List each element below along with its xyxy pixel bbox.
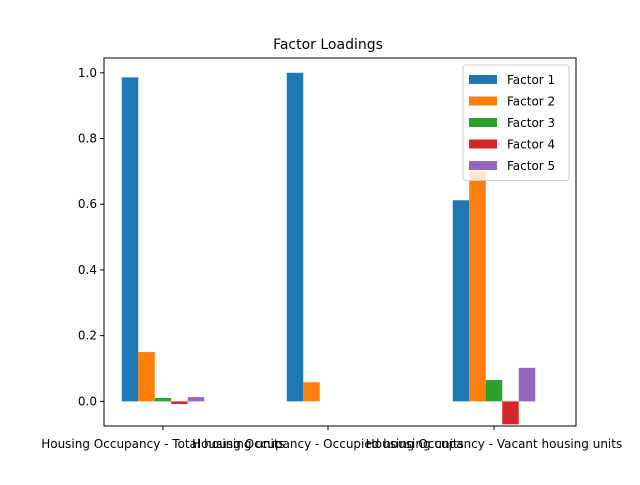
bar-factor-3-1 <box>154 398 172 402</box>
bar-factor-5-3 <box>518 367 536 402</box>
bar-factor-2-3 <box>469 171 486 402</box>
legend-swatch <box>469 139 497 149</box>
x-tick-label: Housing Occupancy - Total housing units <box>41 437 285 451</box>
bar-factor-3-3 <box>485 380 503 402</box>
bar-factor-2-2 <box>303 382 320 402</box>
legend-swatch <box>469 75 497 84</box>
x-tick-label: Housing Occupancy - Occupied housing uni… <box>192 437 464 451</box>
legend-label: Factor 3 <box>507 116 555 130</box>
y-tick-label: 0.8 <box>78 132 97 146</box>
y-tick-label: 0.2 <box>78 329 97 343</box>
bar-factor-1-1 <box>121 77 139 402</box>
y-tick-label: 0.0 <box>78 394 97 408</box>
bar-factor-4-1 <box>171 401 188 404</box>
bar-factor-2-1 <box>138 352 155 402</box>
bar-factor-5-1 <box>187 397 205 402</box>
legend-swatch <box>469 118 497 127</box>
y-tick-label: 1.0 <box>78 66 97 80</box>
legend-swatch <box>469 96 497 106</box>
bar-factor-4-3 <box>502 401 519 425</box>
y-tick-label: 0.6 <box>78 197 97 211</box>
legend-swatch <box>469 161 497 170</box>
y-axis: 0.0 0.2 0.4 0.6 0.8 1.0 <box>78 66 104 408</box>
bar-group <box>121 72 536 425</box>
legend-label: Factor 5 <box>507 159 555 173</box>
legend-label: Factor 1 <box>507 73 555 87</box>
plot-frame <box>103 57 577 427</box>
bar-factor-1-2 <box>286 72 304 402</box>
y-tick-label: 0.4 <box>78 263 97 277</box>
legend-label: Factor 4 <box>507 138 555 152</box>
chart-title: Factor Loadings <box>273 37 383 53</box>
legend: Factor 1 Factor 2 Factor 3 Factor 4 Factor 5 <box>462 64 570 181</box>
x-tick-label: Housing Occupancy - Vacant housing units <box>366 437 622 451</box>
bar-factor-1-3 <box>452 200 470 402</box>
x-axis: Housing Occupancy - Total housing unitsH… <box>41 426 622 451</box>
legend-label: Factor 2 <box>507 95 555 109</box>
legend-box <box>462 64 570 181</box>
